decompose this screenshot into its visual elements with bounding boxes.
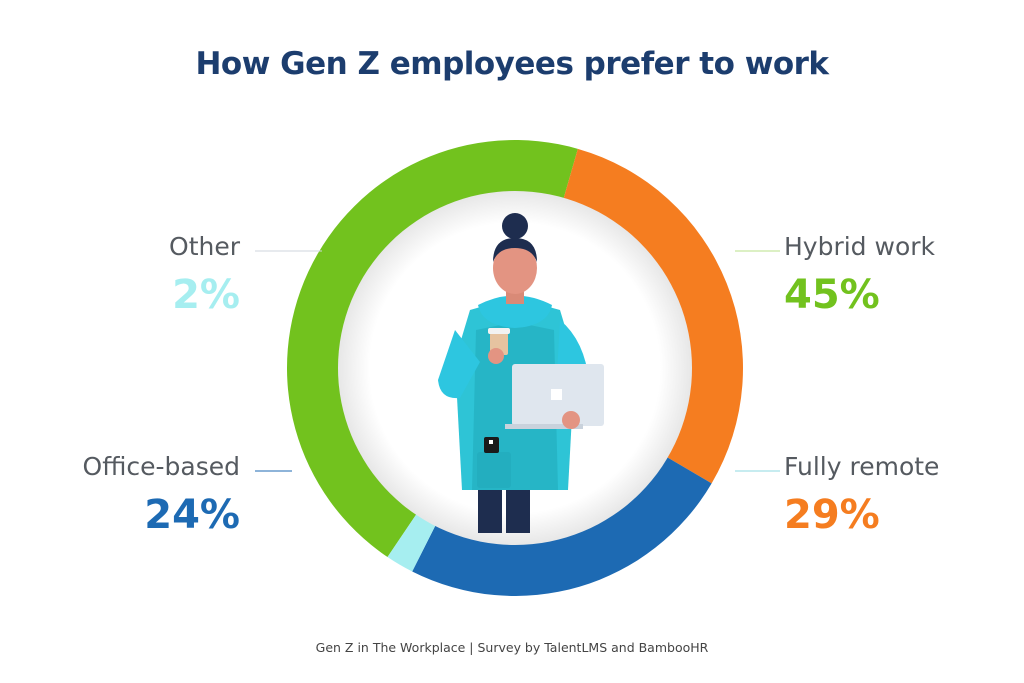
label-connectors — [255, 250, 780, 472]
label-office-value: 24% — [144, 492, 240, 538]
label-other-value: 2% — [172, 272, 240, 318]
source-footer: Gen Z in The Workplace | Survey by Talen… — [315, 640, 709, 655]
chart-title: How Gen Z employees prefer to work — [195, 46, 829, 82]
label-remote-name: Fully remote — [784, 452, 940, 481]
label-remote-value: 29% — [784, 492, 880, 538]
label-hybrid-name: Hybrid work — [784, 232, 936, 261]
slice-fully-remote — [560, 148, 743, 484]
person-illustration — [438, 213, 604, 533]
label-hybrid-value: 45% — [784, 272, 880, 318]
label-other-name: Other — [169, 232, 240, 261]
label-office-name: Office-based — [82, 452, 240, 481]
slice-other — [387, 505, 441, 572]
